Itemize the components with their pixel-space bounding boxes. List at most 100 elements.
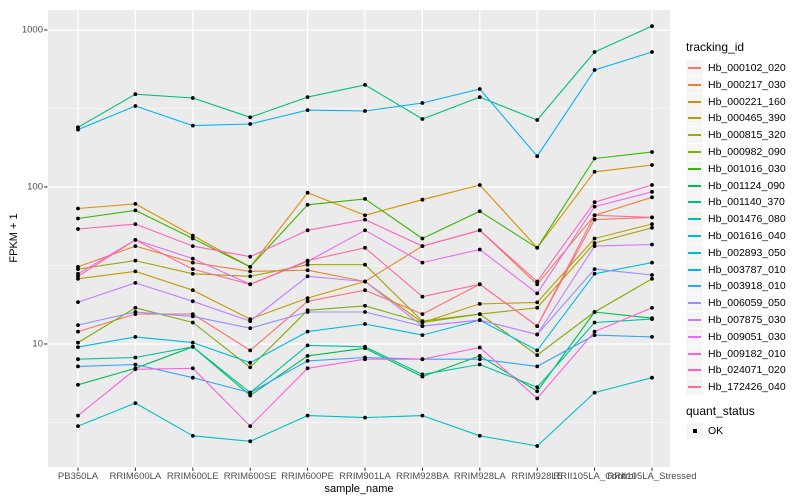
legend-item-Hb_003787_010: Hb_003787_010	[686, 261, 786, 278]
legend-item-label: OK	[708, 424, 724, 437]
data-point	[305, 359, 310, 363]
data-point	[133, 281, 138, 285]
data-point	[133, 367, 138, 372]
data-point	[535, 305, 540, 310]
data-point	[535, 324, 540, 328]
data-point	[420, 244, 425, 249]
data-point	[190, 340, 195, 345]
data-point	[592, 200, 597, 205]
data-point	[76, 127, 80, 132]
data-point	[76, 345, 80, 349]
data-point	[477, 357, 482, 362]
data-point	[650, 242, 654, 247]
data-point	[305, 202, 310, 207]
data-point	[248, 360, 253, 365]
legend-key-swatch	[686, 228, 703, 244]
series-points-Hb_002893_050	[76, 260, 654, 365]
data-point	[248, 326, 253, 331]
data-point	[305, 95, 310, 99]
legend-key-swatch	[686, 160, 703, 177]
data-point	[133, 310, 138, 314]
data-point	[650, 305, 654, 310]
data-point	[305, 258, 310, 263]
legend-key-swatch	[686, 110, 703, 127]
legend-item-label: Hb_001140_370	[708, 196, 785, 209]
data-point	[477, 302, 482, 306]
data-point	[190, 256, 195, 261]
data-point	[76, 340, 80, 345]
legend-line-icon	[688, 386, 701, 389]
legend-line-icon	[688, 302, 701, 305]
data-point	[363, 245, 367, 250]
data-point	[305, 310, 310, 314]
data-point	[420, 324, 425, 328]
data-point	[535, 348, 540, 353]
legend-key-swatch	[686, 93, 703, 110]
data-point	[477, 433, 482, 438]
data-point	[650, 195, 654, 200]
data-point	[650, 225, 654, 230]
legend-item-label: Hb_000982_090	[708, 146, 786, 158]
data-point	[76, 329, 80, 334]
data-point	[133, 305, 138, 310]
data-point	[190, 267, 195, 271]
series-points-Hb_003787_010	[76, 50, 654, 159]
legend-line-icon	[688, 369, 701, 372]
series-points-Hb_001140_370	[76, 24, 654, 130]
data-point	[592, 244, 597, 249]
legend-key-swatch	[686, 60, 703, 76]
legend-item-Hb_172426_040: Hb_172426_040	[686, 379, 786, 396]
legend-key-swatch	[686, 345, 703, 362]
data-point	[133, 258, 138, 263]
data-point	[248, 115, 253, 120]
data-point	[477, 209, 482, 214]
legend-item-Hb_001616_040: Hb_001616_040	[686, 228, 786, 245]
legend-item-label: Hb_009051_030	[708, 330, 786, 343]
legend-item-label: Hb_000465_390	[708, 112, 786, 125]
data-point	[305, 262, 310, 267]
legend-item-label: Hb_009182_010	[708, 347, 786, 360]
data-point	[420, 101, 425, 105]
legend-item-Hb_001124_090: Hb_001124_090	[686, 177, 785, 194]
legend-item-label: Hb_001616_040	[708, 230, 786, 242]
data-point	[420, 260, 425, 265]
data-point	[190, 344, 195, 349]
x-tick-label: RRIM928LE	[511, 471, 564, 482]
data-point	[363, 303, 367, 308]
legend-key-swatch	[686, 379, 703, 396]
legend-key-swatch	[686, 362, 703, 379]
data-point	[650, 222, 654, 227]
series-points-Hb_172426_040	[76, 213, 654, 328]
legend-line-icon	[688, 335, 701, 338]
x-tick-label: RRIM600PE	[281, 471, 334, 482]
data-point	[477, 318, 482, 322]
data-point	[592, 267, 597, 271]
legend-line-icon	[688, 251, 701, 254]
legend-item-Hb_001016_030: Hb_001016_030	[686, 160, 786, 177]
y-tick-label: 10	[32, 338, 43, 350]
data-point	[190, 244, 195, 249]
legend-item-label: Hb_000221_160	[708, 95, 786, 108]
data-point	[248, 348, 253, 353]
legend-item-Hb_001476_080: Hb_001476_080	[686, 211, 786, 228]
data-point	[477, 354, 482, 358]
legend-item-Hb_009182_010: Hb_009182_010	[686, 345, 786, 362]
data-point	[535, 245, 540, 250]
data-point	[650, 24, 654, 28]
data-point	[650, 163, 654, 167]
data-point	[76, 267, 80, 271]
data-point	[363, 262, 367, 267]
data-point	[363, 109, 367, 113]
data-point	[363, 415, 367, 420]
data-point	[535, 364, 540, 369]
data-point	[592, 241, 597, 245]
data-point	[420, 197, 425, 202]
data-point	[477, 362, 482, 367]
legend-item-Hb_007875_030: Hb_007875_030	[686, 312, 786, 329]
data-point	[363, 310, 367, 314]
data-point	[420, 357, 425, 362]
legend-key-swatch	[686, 328, 703, 345]
legend-line-icon	[688, 151, 701, 153]
legend-line-icon	[688, 235, 701, 237]
